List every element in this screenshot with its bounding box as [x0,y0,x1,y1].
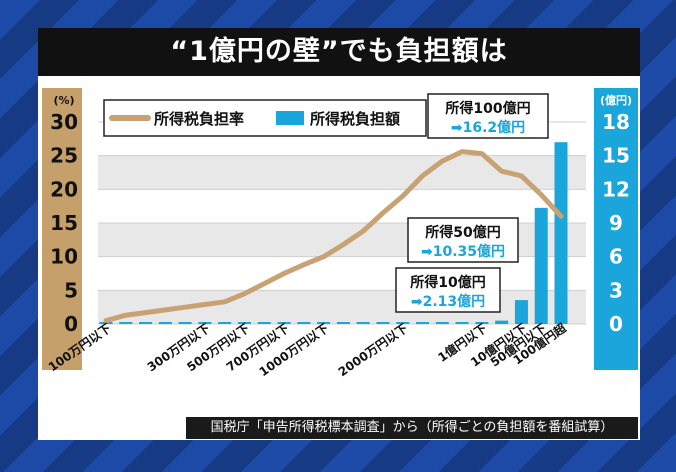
left-tick-label: 15 [50,211,78,235]
legend-label-amount: 所得税負担額 [310,110,400,128]
amount-bar [119,322,133,324]
left-tick-label: 5 [64,278,78,302]
amount-bar [336,322,350,324]
amount-bar [495,320,509,324]
amount-bar [178,322,192,324]
legend-label-rate: 所得税負担率 [154,110,244,128]
left-axis-unit: (%) [53,94,74,107]
right-tick-label: 12 [602,177,630,201]
left-axis-background [42,88,82,370]
right-tick-label: 0 [609,312,623,336]
callout-income: 所得50億円 [425,224,500,241]
right-tick-label: 15 [602,144,630,168]
amount-bar [139,322,153,324]
x-tick-label: 100万円以下 [46,321,114,374]
amount-bar [257,322,271,324]
amount-bar [514,300,528,324]
amount-bar [435,322,449,324]
left-tick-label: 10 [50,245,78,269]
x-tick-label: 1000万円以下 [257,321,332,379]
amount-bar [356,322,370,324]
amount-bar [297,322,311,324]
amount-bar [416,322,430,324]
chart-panel: “1億円の壁”でも負担額は 30 25 20 15 10 5 0 (%) 18 15 12 9 6 3 0(… [38,28,640,440]
amount-bar [158,322,172,324]
amount-bar [554,142,568,324]
chart-title: “1億円の壁”でも負担額は [38,28,640,76]
left-tick-label: 20 [50,177,78,201]
callout-amount: ➡2.13億円 [411,293,485,310]
right-axis-background [594,88,638,370]
right-tick-label: 18 [602,110,630,134]
right-tick-label: 9 [609,211,623,235]
left-tick-label: 0 [64,312,78,336]
callout-amount: ➡16.2億円 [451,119,525,136]
amount-bar [218,322,232,324]
amount-bar [534,207,548,324]
left-tick-label: 30 [50,110,78,134]
callout-box [395,267,501,313]
callout-box [427,93,549,139]
legend-bar-swatch [276,111,304,125]
callout-income: 所得100億円 [445,100,530,117]
source-note: 国税庁「申告所得税標本調査」から（所得ごとの負担額を番組試算） [186,417,638,439]
rate-line [103,149,564,324]
amount-bar [396,322,410,324]
x-tick-label: 2000万円以下 [336,321,411,379]
amount-bar [317,322,331,324]
callout-income: 所得10億円 [410,274,485,291]
callout-amount: ➡10.35億円 [421,243,505,260]
amount-bar [237,322,251,324]
amount-bar [277,322,291,324]
right-tick-label: 3 [609,278,623,302]
amount-bar [475,322,489,324]
legend-box [103,99,427,137]
callout-box [407,217,519,263]
right-axis-unit: (億円) [600,93,632,107]
amount-bar [198,322,212,324]
amount-bar [455,322,469,324]
left-tick-label: 25 [50,144,78,168]
right-tick-label: 6 [609,245,623,269]
amount-bar [376,322,390,324]
